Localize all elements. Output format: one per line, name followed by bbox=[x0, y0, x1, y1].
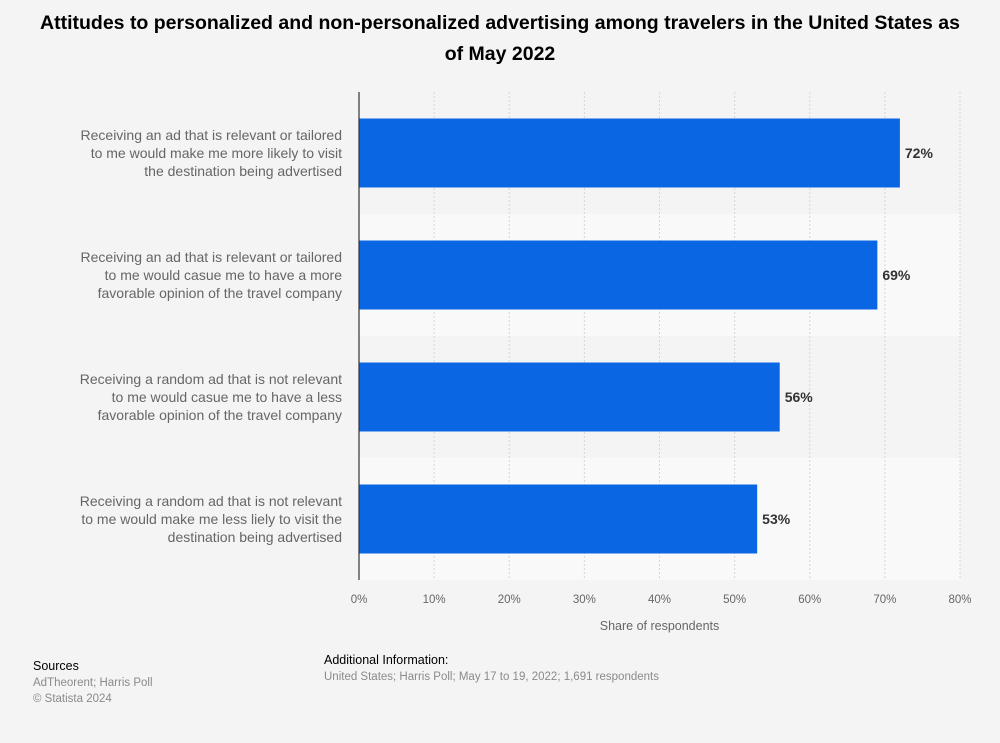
category-label-line: destination being advertised bbox=[168, 529, 342, 545]
category-label-line: the destination being advertised bbox=[144, 163, 342, 179]
bar-value-label: 69% bbox=[882, 267, 911, 283]
x-tick-label: 10% bbox=[423, 594, 446, 606]
x-tick-label: 30% bbox=[573, 594, 596, 606]
category-label-line: Receiving a random ad that is not releva… bbox=[80, 493, 342, 509]
sources-block: Sources AdTheorent; Harris Poll © Statis… bbox=[33, 658, 153, 708]
category-label-line: to me would casue me to have a less bbox=[112, 389, 342, 405]
category-label-line: to me would make me less liely to visit … bbox=[81, 511, 342, 527]
category-label-line: Receiving an ad that is relevant or tail… bbox=[81, 127, 342, 143]
x-tick-label: 80% bbox=[948, 594, 971, 606]
bar-value-label: 56% bbox=[785, 389, 814, 405]
bar bbox=[359, 118, 900, 188]
category-label: Receiving a random ad that is not releva… bbox=[80, 371, 342, 423]
category-label-line: favorable opinion of the travel company bbox=[98, 285, 342, 301]
x-tick-label: 50% bbox=[723, 594, 746, 606]
bar bbox=[359, 362, 780, 432]
additional-info-heading: Additional Information: bbox=[324, 653, 449, 667]
chart-title: Attitudes to personalized and non-person… bbox=[40, 12, 960, 65]
category-label-line: Receiving an ad that is relevant or tail… bbox=[81, 249, 342, 265]
bar-value-label: 53% bbox=[762, 511, 791, 527]
x-axis-title: Share of respondents bbox=[600, 619, 720, 633]
category-label: Receiving an ad that is relevant or tail… bbox=[81, 249, 343, 301]
category-label: Receiving a random ad that is not releva… bbox=[80, 493, 342, 545]
x-tick-label: 20% bbox=[498, 594, 521, 606]
bar bbox=[359, 484, 758, 554]
x-tick-label: 60% bbox=[798, 594, 821, 606]
x-tick-label: 40% bbox=[648, 594, 671, 606]
x-tick-label: 70% bbox=[873, 594, 896, 606]
category-label-line: to me would make me more likely to visit bbox=[91, 145, 342, 161]
x-tick-label: 0% bbox=[351, 594, 368, 606]
sources-text: AdTheorent; Harris Poll bbox=[33, 676, 153, 689]
additional-info-block: Additional Information: United States; H… bbox=[324, 652, 659, 685]
category-label-line: favorable opinion of the travel company bbox=[98, 407, 342, 423]
additional-info-text: United States; Harris Poll; May 17 to 19… bbox=[324, 670, 659, 683]
bar-value-label: 72% bbox=[905, 145, 934, 161]
bar bbox=[359, 240, 878, 310]
category-label-line: to me would casue me to have a more bbox=[105, 267, 343, 283]
category-label-line: Receiving a random ad that is not releva… bbox=[80, 371, 342, 387]
category-label: Receiving an ad that is relevant or tail… bbox=[81, 127, 343, 179]
sources-heading: Sources bbox=[33, 659, 79, 673]
copyright-text: © Statista 2024 bbox=[33, 693, 112, 705]
